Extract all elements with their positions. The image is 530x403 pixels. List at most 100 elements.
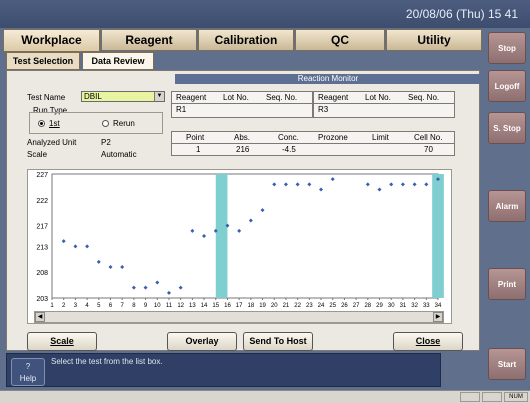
x-tick-label: 31 <box>400 303 407 309</box>
x-tick-label: 2 <box>62 303 66 309</box>
s-stop-button[interactable]: S. Stop <box>488 112 526 144</box>
help-label: Help <box>19 374 37 383</box>
data-point <box>190 228 195 233</box>
seq-no-header: Seq. No. <box>408 93 440 102</box>
data-point <box>260 208 265 213</box>
test-name-value: DBIL <box>84 92 102 101</box>
x-tick-label: 20 <box>271 303 278 309</box>
x-tick-label: 29 <box>376 303 383 309</box>
x-tick-label: 15 <box>212 303 219 309</box>
run-rerun-label[interactable]: Rerun <box>113 119 135 128</box>
data-point <box>412 182 417 187</box>
print-button[interactable]: Print <box>488 268 526 300</box>
datetime: 20/08/06 (Thu) 15 41 <box>405 7 518 21</box>
send-to-host-button[interactable]: Send To Host <box>243 332 313 351</box>
data-point <box>155 280 160 285</box>
logoff-button[interactable]: Logoff <box>488 70 526 102</box>
tab-workplace[interactable]: Workplace <box>3 29 100 52</box>
scroll-right-icon[interactable]: ▶ <box>433 312 443 322</box>
data-point <box>225 223 230 228</box>
run-rerun-radio[interactable] <box>102 120 109 127</box>
conc-header: Conc. <box>278 133 299 142</box>
x-tick-label: 17 <box>236 303 243 309</box>
tab-utility[interactable]: Utility <box>386 29 482 51</box>
stop-button[interactable]: Stop <box>488 32 526 64</box>
data-point <box>319 187 324 192</box>
prozone-header: Prozone <box>318 133 348 142</box>
alarm-button[interactable]: Alarm <box>488 190 526 222</box>
x-tick-label: 9 <box>144 303 148 309</box>
analyzed-unit-value: P2 <box>101 138 111 147</box>
x-tick-label: 25 <box>329 303 336 309</box>
reagent-header: Reagent <box>176 93 207 102</box>
seq-no-header: Seq. No. <box>266 93 298 102</box>
reaction-chart: 227 222 217 213 208 203 1 2 3 4 5 6 7 8 9 10 11 12 13 14 15 1… <box>27 169 452 324</box>
data-point <box>61 239 66 244</box>
x-tick-label: 1 <box>50 303 54 309</box>
data-point <box>202 234 207 238</box>
data-point <box>85 244 90 249</box>
help-button[interactable]: ? Help <box>11 358 45 386</box>
status-bar: ? Help Select the test from the list box… <box>6 353 441 387</box>
main-tabs: Workplace Reagent Calibration QC Utility <box>3 29 482 52</box>
point-header: Point <box>186 133 205 142</box>
start-button[interactable]: Start <box>488 348 526 380</box>
x-tick-label: 28 <box>364 303 371 309</box>
x-tick-label: 16 <box>224 303 231 309</box>
x-tick-label: 10 <box>154 303 161 309</box>
close-button[interactable]: Close <box>393 332 463 351</box>
x-tick-label: 34 <box>435 303 442 309</box>
run-1st-label[interactable]: 1st <box>49 119 60 128</box>
data-point <box>330 177 335 182</box>
scale-button-label: Scale <box>50 336 74 346</box>
run-type-label: Run Type <box>33 106 68 115</box>
abs-header: Abs. <box>234 133 251 142</box>
reagent-r1: R1 <box>176 105 187 114</box>
test-name-select[interactable]: DBIL ▼ <box>81 91 165 102</box>
indicator-box <box>482 392 502 402</box>
bottom-bar: NUM <box>0 390 530 403</box>
subtab-test-selection[interactable]: Test Selection <box>6 52 80 70</box>
overlay-button-label: Overlay <box>185 336 219 346</box>
x-tick-label: 11 <box>166 303 173 309</box>
x-tick-label: 32 <box>411 303 418 309</box>
scale-value: Automatic <box>101 150 137 159</box>
x-tick-label: 19 <box>259 303 266 309</box>
data-point <box>295 182 300 187</box>
tab-qc[interactable]: QC <box>295 29 385 51</box>
y-tick-label: 227 <box>36 172 48 179</box>
reagent-table-left: Reagent Lot No. Seq. No. R1 <box>171 91 313 118</box>
cell-no-header: Cell No. <box>414 133 443 142</box>
data-point <box>400 182 405 187</box>
lot-no-header: Lot No. <box>223 93 249 102</box>
scale-button[interactable]: Scale <box>27 332 97 351</box>
data-point <box>377 187 382 192</box>
data-point <box>248 218 253 223</box>
tab-reagent[interactable]: Reagent <box>101 29 197 51</box>
tab-calibration[interactable]: Calibration <box>198 29 294 51</box>
x-tick-label: 13 <box>189 303 196 309</box>
cell-no-value: 70 <box>424 145 433 154</box>
data-point <box>166 290 171 295</box>
data-point <box>436 177 440 182</box>
x-tick-label: 23 <box>306 303 313 309</box>
point-table: Point Abs. Conc. Prozone Limit Cell No. … <box>171 131 455 156</box>
chevron-down-icon[interactable]: ▼ <box>154 92 164 101</box>
subtab-data-review[interactable]: Data Review <box>82 52 154 70</box>
reaction-monitor-panel: Reaction Monitor Test Name DBIL ▼ Run Ty… <box>6 70 481 351</box>
x-tick-label: 21 <box>283 303 290 309</box>
test-name-label: Test Name <box>27 93 66 102</box>
help-icon: ? <box>25 362 31 371</box>
run-1st-radio[interactable] <box>38 120 45 127</box>
scroll-left-icon[interactable]: ◀ <box>35 312 45 322</box>
data-point <box>365 182 370 187</box>
num-lock-indicator: NUM <box>504 392 528 402</box>
reagent-header: Reagent <box>318 93 349 102</box>
overlay-button[interactable]: Overlay <box>167 332 237 351</box>
chart-scrollbar[interactable]: ◀ ▶ <box>34 311 444 323</box>
y-tick-label: 203 <box>36 296 48 303</box>
data-point <box>424 182 429 187</box>
x-tick-label: 3 <box>74 303 78 309</box>
x-tick-label: 18 <box>248 303 255 309</box>
